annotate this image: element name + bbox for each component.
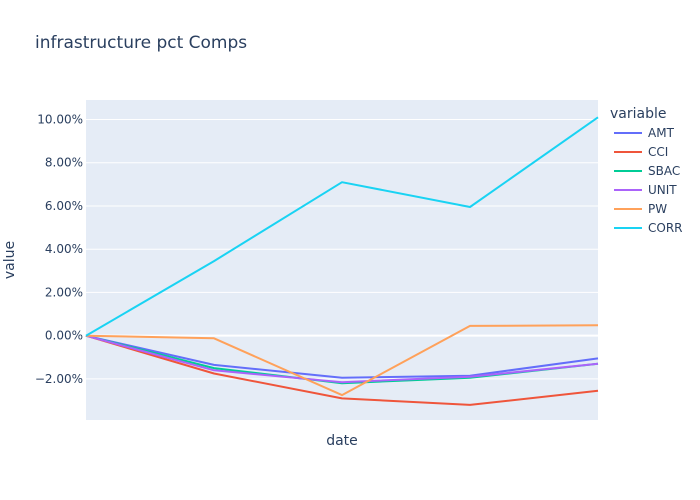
series-line-cci — [85, 334, 599, 406]
legend-label: CCI — [648, 145, 668, 159]
y-tick-label: 8.00% — [45, 156, 83, 170]
y-tick-labels: −2.00% 0.00% 2.00% 4.00% 6.00% 8.00% 10.00% — [35, 112, 83, 385]
y-tick-label: 2.00% — [45, 285, 83, 299]
grid-lines — [86, 118, 598, 380]
legend: variable AMT CCI SBAC UNIT PW CORR — [610, 106, 683, 235]
plot-background — [86, 100, 598, 420]
legend-label: CORR — [648, 221, 683, 235]
legend-title: variable — [610, 106, 666, 122]
series-line-amt — [85, 334, 599, 379]
legend-item-sbac[interactable]: SBAC — [614, 164, 680, 178]
chart-title: infrastructure pct Comps — [35, 33, 248, 53]
legend-item-pw[interactable]: PW — [614, 202, 667, 216]
series-line-pw — [85, 324, 599, 397]
legend-label: AMT — [648, 126, 675, 140]
y-tick-label: 10.00% — [37, 112, 83, 126]
x-axis-title: date — [326, 433, 358, 449]
y-axis-title: value — [2, 241, 18, 279]
legend-label: SBAC — [648, 164, 680, 178]
series-lines — [85, 116, 599, 406]
series-line-corr — [85, 116, 599, 337]
legend-label: UNIT — [648, 183, 677, 197]
series-line-unit — [85, 334, 599, 384]
y-tick-label: 0.00% — [45, 329, 83, 343]
y-tick-label: 6.00% — [45, 199, 83, 213]
legend-item-corr[interactable]: CORR — [614, 221, 683, 235]
legend-label: PW — [648, 202, 667, 216]
y-tick-label: 4.00% — [45, 242, 83, 256]
legend-item-amt[interactable]: AMT — [614, 126, 675, 140]
legend-item-unit[interactable]: UNIT — [614, 183, 677, 197]
legend-item-cci[interactable]: CCI — [614, 145, 668, 159]
y-tick-label: −2.00% — [35, 372, 83, 386]
